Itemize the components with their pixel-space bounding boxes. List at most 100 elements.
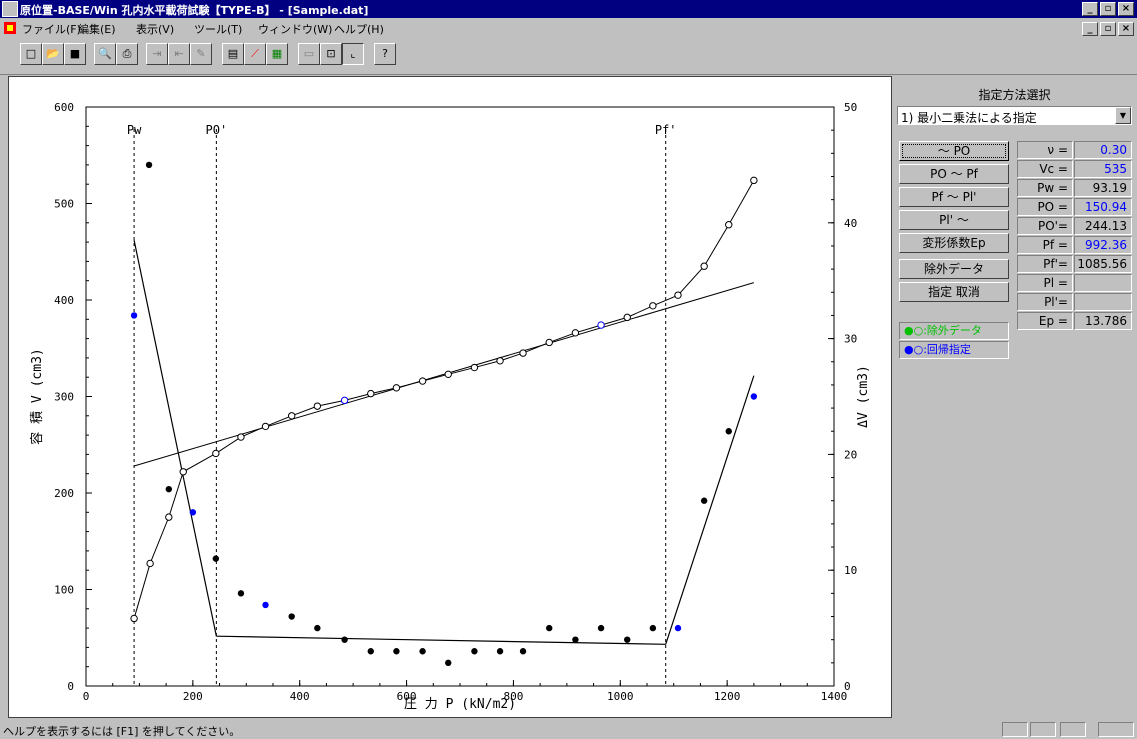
open-icon[interactable]: 📂 <box>42 43 64 65</box>
volume-point <box>519 349 527 357</box>
save-icon[interactable]: ■ <box>64 43 86 65</box>
menu-tools[interactable]: ツール(T) <box>194 23 243 36</box>
delta-v-point <box>624 636 631 643</box>
delta-v-point <box>288 613 295 620</box>
y-left-tick-label: 400 <box>54 294 74 307</box>
pf-pl-button[interactable]: Pf ～ Pl' <box>899 187 1009 207</box>
volume-point <box>470 363 479 372</box>
cancel-designation-button[interactable]: 指定 取消 <box>899 282 1009 302</box>
minimize-button[interactable]: _ <box>1082 2 1098 16</box>
y-right-tick-label: 10 <box>844 564 857 577</box>
param-value <box>1074 274 1132 292</box>
child-restore-button[interactable]: ▫ <box>1100 22 1116 36</box>
pl-from-button[interactable]: Pl' ～ <box>899 210 1009 230</box>
close-button[interactable]: × <box>1118 2 1134 16</box>
volume-point <box>597 321 605 329</box>
param-label: Pf = <box>1017 236 1073 254</box>
status-pane <box>1098 722 1134 737</box>
x-tick-label: 200 <box>183 690 203 703</box>
panel-title: 指定方法選択 <box>978 88 1051 102</box>
volume-point <box>367 389 375 398</box>
curve-icon[interactable]: ⟋ <box>244 43 266 65</box>
delta-v-point <box>471 648 478 655</box>
param-value: 244.13 <box>1074 217 1132 235</box>
param-value: 0.30 <box>1074 141 1132 159</box>
status-pane <box>1030 722 1056 737</box>
param-value <box>1074 293 1132 311</box>
help-icon[interactable]: ? <box>374 43 396 65</box>
plot-icon[interactable]: ⌞ <box>342 43 364 65</box>
volume-curve <box>133 180 755 619</box>
y-right-tick-label: 40 <box>844 217 857 230</box>
threshold-label: PO' <box>206 123 228 137</box>
ep-button[interactable]: 変形係数Ep <box>899 233 1009 253</box>
param-label: PO = <box>1017 198 1073 216</box>
menu-file[interactable]: ファイル(F) <box>22 23 81 36</box>
y-left-tick-label: 500 <box>54 198 74 211</box>
chart-area: 0 200 400 600 800 1000 1200 1400 0 100 200 300 400 50… <box>8 76 892 718</box>
volume-point <box>571 329 580 337</box>
delta-v-point <box>725 428 732 435</box>
param-label: Pl'= <box>1017 293 1073 311</box>
y-right-tick-label: 30 <box>844 333 857 346</box>
param-value: 13.786 <box>1074 312 1132 330</box>
panel-icon[interactable]: ▭ <box>298 43 320 65</box>
delta-v-point <box>165 485 173 493</box>
delta-v-point <box>572 636 579 643</box>
param-value: 992.36 <box>1074 236 1132 254</box>
delta-v-point <box>367 648 374 655</box>
y-left-tick-label: 0 <box>67 680 74 693</box>
exclude-data-button[interactable]: 除外データ <box>899 259 1009 279</box>
delta-v-point <box>519 648 527 655</box>
new-icon[interactable]: □ <box>20 43 42 65</box>
print-icon[interactable]: ⎙ <box>116 43 138 65</box>
range-icon[interactable]: ⊡ <box>320 43 342 65</box>
delta-v-fit-line <box>216 635 666 645</box>
child-minimize-button[interactable]: _ <box>1082 22 1098 36</box>
param-label: Pl = <box>1017 274 1073 292</box>
delta-v-point <box>419 648 426 655</box>
x-tick-label: 1000 <box>607 690 634 703</box>
edit-icon[interactable]: ✎ <box>190 43 212 65</box>
method-select-value: 1) 最小二乗法による指定 <box>901 111 1037 125</box>
chevron-down-icon[interactable]: ▼ <box>1115 107 1131 124</box>
table-icon[interactable]: ▤ <box>222 43 244 65</box>
method-select[interactable]: 1) 最小二乗法による指定 ▼ <box>897 106 1132 125</box>
volume-point <box>288 412 296 420</box>
document-icon[interactable] <box>2 20 18 36</box>
volume-point <box>165 513 173 521</box>
window-title: 原位置-BASE/Win 孔内水平載荷試験【TYPE-B】 - [Sample.… <box>20 4 369 17</box>
volume-point <box>444 370 452 379</box>
x-tick-label: 800 <box>503 690 523 703</box>
param-label: Ep = <box>1017 312 1073 330</box>
delta-v-point <box>496 648 504 655</box>
volume-point <box>725 221 733 229</box>
volume-point <box>146 559 154 568</box>
param-value: 150.94 <box>1074 198 1132 216</box>
child-close-button[interactable]: × <box>1118 22 1134 36</box>
y-right-tick-label: 20 <box>844 448 857 461</box>
grid-icon[interactable]: ▦ <box>266 43 288 65</box>
po-pf-button[interactable]: PO ～ Pf <box>899 164 1009 184</box>
menu-edit[interactable]: 編集(E) <box>78 23 116 36</box>
plot-frame <box>85 106 835 687</box>
delta-v-point <box>546 624 553 632</box>
maximize-button[interactable]: ▫ <box>1100 2 1116 16</box>
menu-help[interactable]: ヘルプ(H) <box>334 23 384 36</box>
delta-v-point <box>237 590 245 597</box>
method-panel: 指定方法選択 1) 最小二乗法による指定 ▼ ～ PO PO ～ Pf Pf ～ P… <box>892 76 1137 718</box>
menu-window[interactable]: ウィンドウ(W) <box>258 23 333 36</box>
app-icon[interactable] <box>2 1 18 17</box>
param-label: ν = <box>1017 141 1073 159</box>
x-tick-label: 1200 <box>714 690 741 703</box>
volume-point <box>212 449 220 458</box>
to-po-button[interactable]: ～ PO <box>899 141 1009 161</box>
delta-v-point <box>597 624 605 632</box>
delta-v-point <box>130 312 138 319</box>
seq1-icon[interactable]: ⇥ <box>146 43 168 65</box>
volume-point <box>674 291 682 299</box>
seq2-icon[interactable]: ⇤ <box>168 43 190 65</box>
menu-view[interactable]: 表示(V) <box>136 23 175 36</box>
preview-icon[interactable]: 🔍 <box>94 43 116 65</box>
delta-v-point <box>445 659 452 667</box>
